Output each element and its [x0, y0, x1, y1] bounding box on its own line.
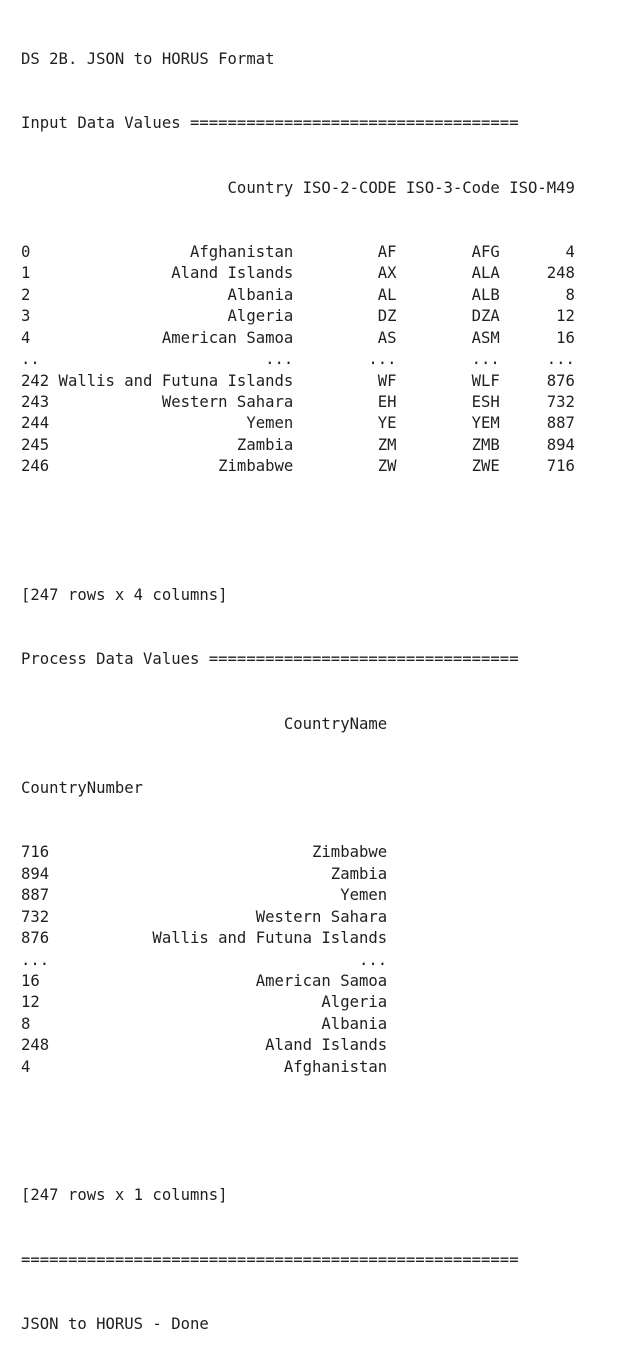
- table-row: 0 Afghanistan AF AFG 4: [21, 242, 575, 261]
- table-row: 887 Yemen: [21, 886, 388, 905]
- input-table-body: 0 Afghanistan AF AFG 4 1 Aland Islands AX…: [21, 242, 575, 478]
- table-row: 243 Western Sahara EH ESH 732: [21, 393, 575, 411]
- process-table-summary: [247 rows x 1 columns]: [21, 1186, 228, 1205]
- done-message: JSON to HORUS - Done: [21, 1315, 209, 1334]
- blank-line: [21, 521, 575, 542]
- output-title: DS 2B. JSON to HORUS Format: [21, 49, 275, 68]
- table-row: 12 Algeria: [21, 993, 388, 1012]
- table-row: 3 Algeria DZ DZA 12: [21, 307, 575, 326]
- table-row: 248 Aland Islands: [21, 1036, 388, 1055]
- table-row: .. ... ... ... ...: [21, 350, 575, 369]
- table-row: 8 Albania: [21, 1014, 388, 1033]
- table-row: 16 American Samoa: [21, 972, 388, 990]
- process-table-index-name: CountryNumber: [21, 779, 144, 798]
- table-row: 4 American Samoa AS ASM 16: [21, 328, 575, 347]
- table-row: ... ...: [21, 950, 388, 969]
- process-table-column-header: CountryName: [21, 714, 388, 733]
- input-table-header-row: Country ISO-2-CODE ISO-3-Code ISO-M49: [21, 178, 575, 197]
- table-row: 732 Western Sahara: [21, 907, 388, 926]
- table-row: 244 Yemen YE YEM 887: [21, 414, 575, 433]
- console-output: DS 2B. JSON to HORUS Format Input Data V…: [21, 6, 575, 1357]
- table-row: 894 Zambia: [21, 864, 388, 883]
- blank-line: [21, 1121, 575, 1142]
- footer-rule: ========================================…: [21, 1250, 519, 1269]
- table-row: 242 Wallis and Futuna Islands WF WLF 876: [21, 371, 575, 390]
- process-table-body: 716 Zimbabwe 894 Zambia 887 Yemen 732 Weste…: [21, 842, 575, 1078]
- process-data-header: Process Data Values ====================…: [21, 650, 519, 669]
- table-row: 2 Albania AL ALB 8: [21, 285, 575, 304]
- table-row: 716 Zimbabwe: [21, 843, 388, 862]
- table-row: 876 Wallis and Futuna Islands: [21, 929, 388, 948]
- table-row: 245 Zambia ZM ZMB 894: [21, 435, 575, 454]
- table-row: 246 Zimbabwe ZW ZWE 716: [21, 457, 575, 476]
- input-table-summary: [247 rows x 4 columns]: [21, 586, 228, 604]
- table-row: 1 Aland Islands AX ALA 248: [21, 264, 575, 283]
- input-data-header: Input Data Values ======================…: [21, 114, 519, 133]
- table-row: 4 Afghanistan: [21, 1057, 388, 1076]
